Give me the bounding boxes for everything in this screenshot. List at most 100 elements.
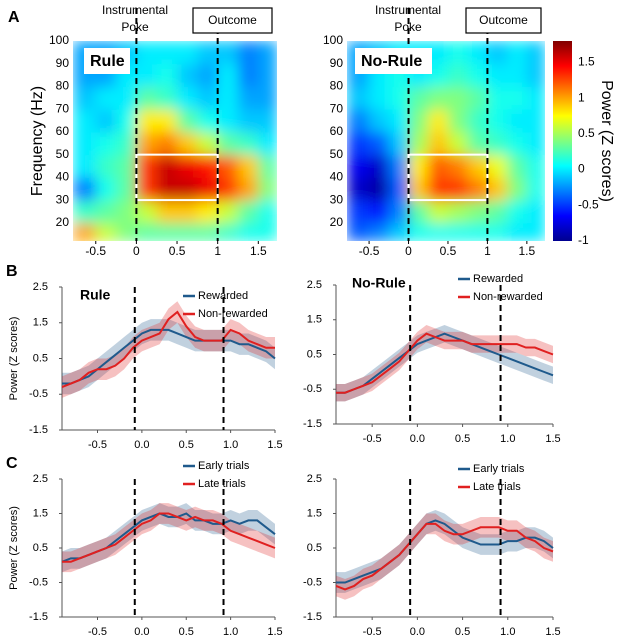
series-line bbox=[336, 332, 554, 394]
heat-cell bbox=[447, 109, 469, 133]
heat-cell bbox=[428, 63, 449, 87]
heat-cell bbox=[526, 86, 545, 110]
heat-cell bbox=[177, 131, 198, 156]
y-tick-label: 50 bbox=[330, 147, 344, 161]
heat-cell bbox=[95, 200, 117, 224]
heat-cell bbox=[217, 41, 239, 65]
error-band bbox=[62, 503, 275, 573]
heat-cell bbox=[526, 154, 545, 178]
heat-cell bbox=[95, 131, 117, 156]
heat-cell bbox=[197, 41, 219, 65]
x-tick-label: -0.5 bbox=[359, 244, 380, 258]
x-tick-label: 1 bbox=[214, 244, 221, 258]
heat-cell bbox=[116, 86, 137, 110]
heat-cell bbox=[388, 131, 410, 156]
title-box bbox=[355, 48, 432, 74]
y-tick-label: 70 bbox=[56, 101, 70, 115]
heat-cell bbox=[136, 41, 158, 65]
heat-cell bbox=[136, 63, 158, 87]
error-band bbox=[336, 513, 553, 600]
heat-cell bbox=[156, 41, 178, 65]
heat-cell bbox=[388, 154, 410, 178]
y-tick-label: 90 bbox=[56, 56, 70, 70]
y-tick-label: 1.5 bbox=[307, 507, 322, 519]
y-tick-label: 90 bbox=[330, 56, 344, 70]
heat-cell bbox=[73, 154, 97, 178]
heat-cell bbox=[369, 177, 390, 201]
heat-cell bbox=[526, 222, 545, 241]
heat-cell bbox=[369, 131, 390, 156]
heat-cell bbox=[526, 109, 545, 133]
heat-cell bbox=[95, 222, 117, 241]
heat-cell bbox=[487, 222, 508, 241]
y-tick-label: 0.5 bbox=[307, 348, 322, 360]
y-axis-label: Frequency (Hz) bbox=[29, 86, 46, 196]
y-tick-label: 2.5 bbox=[307, 473, 322, 485]
x-tick-label: -0.5 bbox=[88, 439, 107, 451]
y-tick-label: 2.5 bbox=[33, 473, 48, 485]
outcome-box bbox=[192, 7, 273, 34]
heat-cell bbox=[467, 63, 488, 87]
heat-cell bbox=[95, 154, 117, 178]
colorbar-tick-label: 1.5 bbox=[578, 55, 595, 69]
heat-cell bbox=[347, 154, 370, 178]
heat-cell bbox=[526, 131, 545, 156]
heat-cell bbox=[136, 200, 158, 224]
panel-title: No-Rule bbox=[352, 275, 406, 291]
heat-cell bbox=[507, 86, 528, 110]
heat-cell bbox=[156, 177, 178, 201]
heat-cell bbox=[428, 131, 449, 156]
heat-cell bbox=[408, 131, 429, 156]
heatmap bbox=[347, 41, 545, 241]
legend-label: Rewarded bbox=[198, 290, 248, 302]
heat-cell bbox=[177, 222, 198, 241]
heat-cell bbox=[136, 222, 158, 241]
highlight-box bbox=[135, 153, 219, 202]
heat-cell bbox=[177, 41, 198, 65]
heat-cell bbox=[156, 222, 178, 241]
error-band bbox=[336, 510, 553, 593]
heat-cell bbox=[408, 86, 429, 110]
heat-cell bbox=[507, 200, 528, 224]
heat-cell bbox=[217, 131, 239, 156]
legend-label: Rewarded bbox=[473, 273, 523, 285]
heat-cell bbox=[467, 109, 488, 133]
heat-cell bbox=[487, 131, 508, 156]
y-axis-label: Power (Z scores) bbox=[8, 317, 20, 401]
y-tick-label: 70 bbox=[330, 101, 344, 115]
heat-cell bbox=[487, 154, 508, 178]
y-tick-label: 2.5 bbox=[33, 281, 48, 293]
annotation: Poke bbox=[121, 20, 149, 34]
y-tick-label: 80 bbox=[330, 79, 344, 93]
heat-cell bbox=[507, 41, 528, 65]
y-axis-label: Power (Z scores) bbox=[8, 506, 20, 590]
heat-cell bbox=[136, 86, 158, 110]
heat-cell bbox=[388, 86, 410, 110]
heat-cell bbox=[467, 86, 488, 110]
series-line bbox=[61, 310, 275, 389]
x-tick-label: 1.5 bbox=[267, 439, 282, 451]
x-tick-label: 0.5 bbox=[440, 244, 457, 258]
heat-cell bbox=[237, 222, 259, 241]
x-tick-label: 1.0 bbox=[223, 626, 238, 638]
heat-cell bbox=[156, 200, 178, 224]
heat-cell bbox=[507, 222, 528, 241]
y-tick-label: 1.5 bbox=[33, 507, 48, 519]
heat-cell bbox=[136, 177, 158, 201]
heat-cell bbox=[447, 63, 469, 87]
heat-cell bbox=[369, 200, 390, 224]
heat-cell bbox=[408, 200, 429, 224]
y-tick-label: 40 bbox=[330, 170, 344, 184]
y-tick-label: 20 bbox=[330, 215, 344, 229]
heat-cell bbox=[447, 41, 469, 65]
heat-cell bbox=[526, 63, 545, 87]
annotation: Poke bbox=[394, 20, 422, 34]
heat-cell bbox=[388, 222, 410, 241]
y-tick-label: 1.5 bbox=[33, 317, 48, 329]
heat-cell bbox=[388, 200, 410, 224]
colorbar bbox=[553, 41, 572, 241]
panel-title: Rule bbox=[90, 53, 125, 70]
legend-label: Late trials bbox=[473, 481, 521, 493]
x-tick-label: 1 bbox=[484, 244, 491, 258]
